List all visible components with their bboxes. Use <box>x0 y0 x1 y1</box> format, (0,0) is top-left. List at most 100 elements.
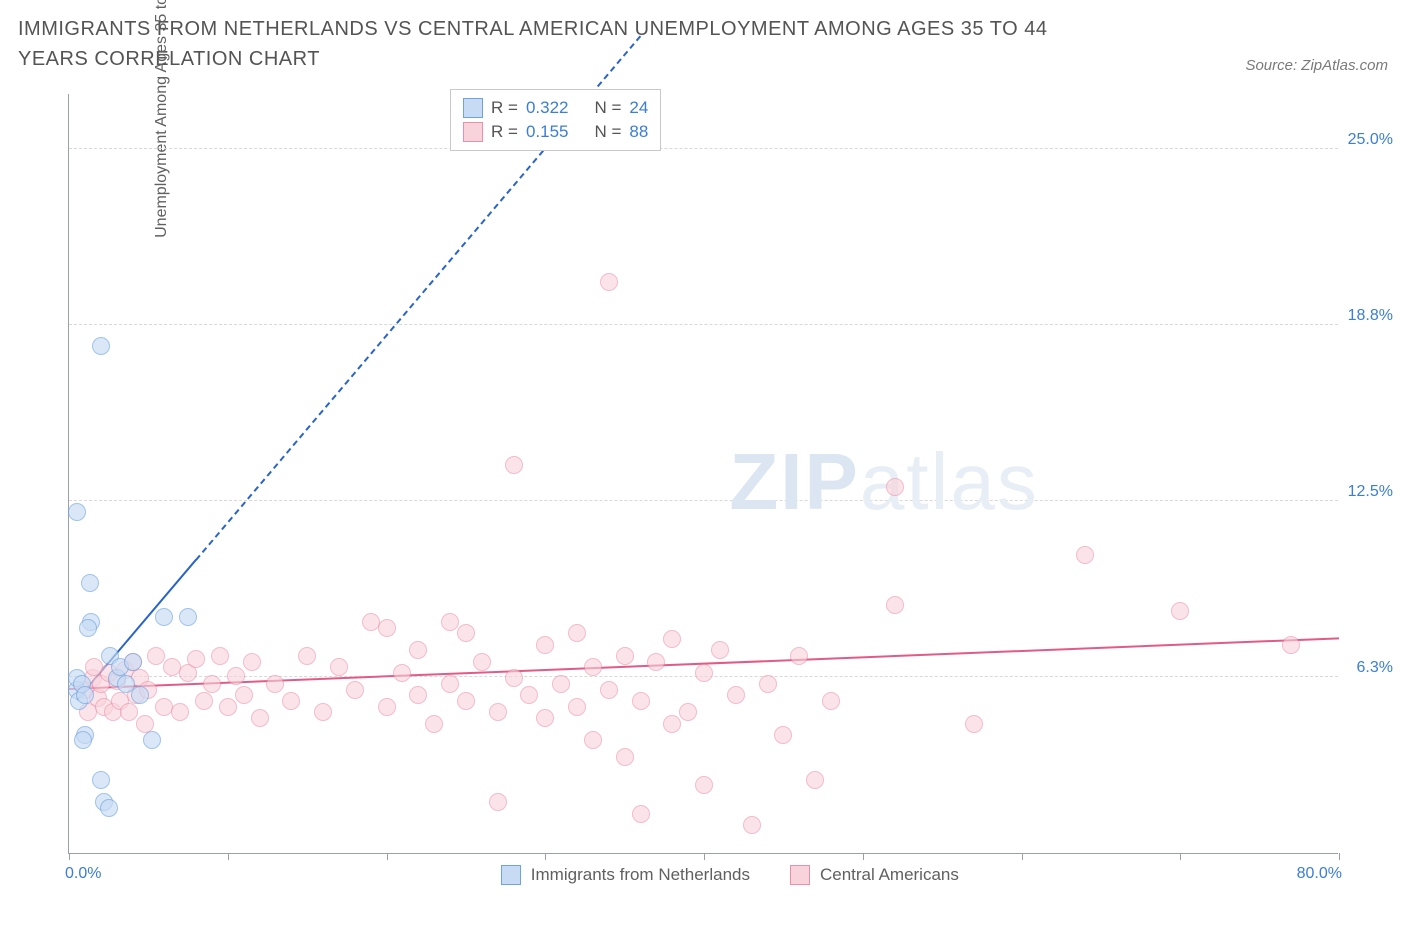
stat-r-value: 0.155 <box>526 120 569 144</box>
data-point <box>211 647 229 665</box>
legend-label: Immigrants from Netherlands <box>531 865 750 885</box>
x-tick <box>863 853 864 860</box>
data-point <box>695 664 713 682</box>
data-point <box>505 669 523 687</box>
data-point <box>774 726 792 744</box>
data-point <box>600 681 618 699</box>
data-point <box>131 686 149 704</box>
stat-n-value: 24 <box>629 96 648 120</box>
y-tick-label: 18.8% <box>1348 307 1393 325</box>
data-point <box>489 703 507 721</box>
data-point <box>568 698 586 716</box>
data-point <box>235 686 253 704</box>
stat-r-label: R = <box>491 96 518 120</box>
data-point <box>1076 546 1094 564</box>
data-point <box>663 715 681 733</box>
data-point <box>790 647 808 665</box>
data-point <box>143 731 161 749</box>
data-point <box>679 703 697 721</box>
data-point <box>505 456 523 474</box>
data-point <box>536 709 554 727</box>
data-point <box>378 619 396 637</box>
gridline <box>69 324 1338 325</box>
x-tick <box>704 853 705 860</box>
gridline <box>69 148 1338 149</box>
series-swatch <box>463 122 483 142</box>
data-point <box>647 653 665 671</box>
data-point <box>120 703 138 721</box>
data-point <box>457 692 475 710</box>
data-point <box>695 776 713 794</box>
data-point <box>203 675 221 693</box>
data-point <box>155 608 173 626</box>
data-point <box>85 658 103 676</box>
data-point <box>886 596 904 614</box>
data-point <box>552 675 570 693</box>
data-point <box>743 816 761 834</box>
data-point <box>886 478 904 496</box>
data-point <box>536 636 554 654</box>
legend-item: Immigrants from Netherlands <box>501 865 750 885</box>
legend: Immigrants from Netherlands Central Ameri… <box>501 865 959 885</box>
data-point <box>616 748 634 766</box>
data-point <box>251 709 269 727</box>
data-point <box>282 692 300 710</box>
gridline <box>69 500 1338 501</box>
data-point <box>346 681 364 699</box>
data-point <box>124 653 142 671</box>
data-point <box>81 574 99 592</box>
data-point <box>187 650 205 668</box>
x-tick <box>1180 853 1181 860</box>
chart-title: IMMIGRANTS FROM NETHERLANDS VS CENTRAL A… <box>18 14 1118 74</box>
data-point <box>314 703 332 721</box>
plot-area: 6.3%12.5%18.8%25.0%0.0%80.0%ZIPatlasR = … <box>68 94 1338 854</box>
watermark: ZIPatlas <box>729 436 1038 528</box>
y-tick-label: 6.3% <box>1357 659 1393 677</box>
data-point <box>68 503 86 521</box>
data-point <box>147 647 165 665</box>
x-max-label: 80.0% <box>1297 865 1342 883</box>
data-point <box>822 692 840 710</box>
x-tick <box>1339 853 1340 860</box>
data-point <box>727 686 745 704</box>
data-point <box>330 658 348 676</box>
legend-swatch <box>790 865 810 885</box>
data-point <box>759 675 777 693</box>
data-point <box>584 731 602 749</box>
data-point <box>100 799 118 817</box>
y-tick-label: 12.5% <box>1348 483 1393 501</box>
stat-r-label: R = <box>491 120 518 144</box>
stat-n-value: 88 <box>629 120 648 144</box>
data-point <box>92 337 110 355</box>
data-point <box>195 692 213 710</box>
data-point <box>441 613 459 631</box>
data-point <box>1282 636 1300 654</box>
correlation-stats-box: R = 0.322 N = 24 R = 0.155 N = 88 <box>450 89 661 151</box>
stat-n-label: N = <box>594 120 621 144</box>
data-point <box>711 641 729 659</box>
legend-label: Central Americans <box>820 865 959 885</box>
data-point <box>520 686 538 704</box>
data-point <box>1171 602 1189 620</box>
data-point <box>298 647 316 665</box>
data-point <box>616 647 634 665</box>
data-point <box>441 675 459 693</box>
data-point <box>227 667 245 685</box>
y-tick-label: 25.0% <box>1348 131 1393 149</box>
x-tick <box>387 853 388 860</box>
data-point <box>632 692 650 710</box>
data-point <box>663 630 681 648</box>
data-point <box>219 698 237 716</box>
stat-n-label: N = <box>594 96 621 120</box>
x-tick <box>1022 853 1023 860</box>
data-point <box>74 731 92 749</box>
data-point <box>425 715 443 733</box>
data-point <box>409 686 427 704</box>
data-point <box>378 698 396 716</box>
stat-r-value: 0.322 <box>526 96 569 120</box>
data-point <box>457 624 475 642</box>
data-point <box>600 273 618 291</box>
data-point <box>92 771 110 789</box>
stats-row: R = 0.322 N = 24 <box>463 96 648 120</box>
data-point <box>806 771 824 789</box>
